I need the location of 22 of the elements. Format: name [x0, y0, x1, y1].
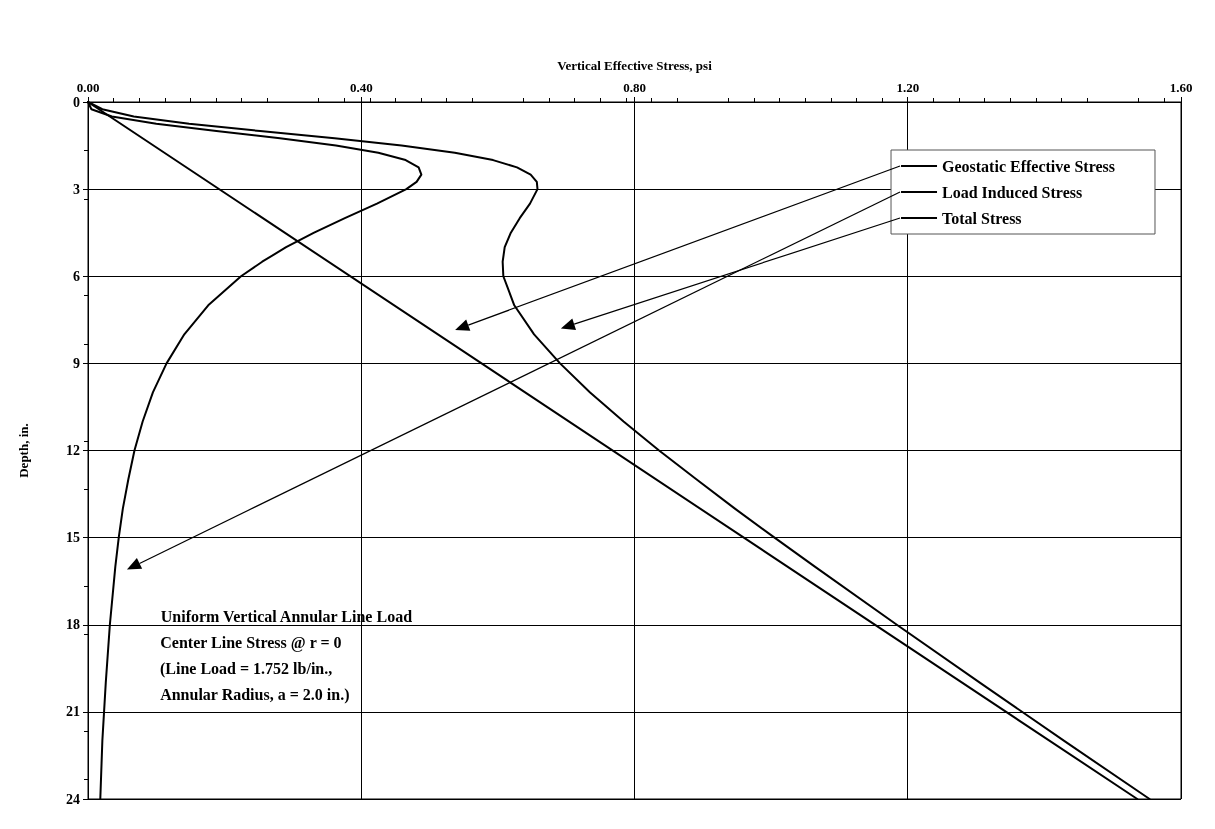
x-tick-label: 1.20	[896, 80, 920, 95]
y-tick-label: 12	[66, 443, 80, 458]
y-tick-label: 15	[66, 530, 80, 546]
annotation: Center Line Stress @ r = 0	[160, 633, 342, 652]
y-tick-label: 18	[66, 617, 80, 633]
legend-label: Total Stress	[942, 209, 1022, 227]
y-tick-label: 0	[73, 94, 80, 110]
y-tick-label: 3	[73, 181, 80, 197]
x-tick-label: 1.60	[1169, 80, 1193, 95]
x-tick-label: 0.00	[76, 80, 100, 95]
y-tick-label: 9	[73, 355, 80, 371]
legend-label: Load Induced Stress	[942, 183, 1083, 201]
legend-label: Geostatic Effective Stress	[942, 157, 1116, 175]
x-axis-title: Vertical Effective Stress, psi	[557, 58, 713, 73]
y-axis-title: Depth, in.	[16, 423, 31, 478]
y-tick-label: 6	[73, 268, 80, 284]
y-tick-label: 24	[66, 791, 80, 807]
annotation: Annular Radius, a = 2.0 in.)	[160, 685, 350, 704]
x-tick-label: 0.40	[349, 80, 373, 95]
annotation: (Line Load = 1.752 lb/in.,	[160, 659, 333, 678]
x-tick-label: 0.80	[623, 80, 646, 95]
y-tick-label: 21	[66, 704, 80, 720]
